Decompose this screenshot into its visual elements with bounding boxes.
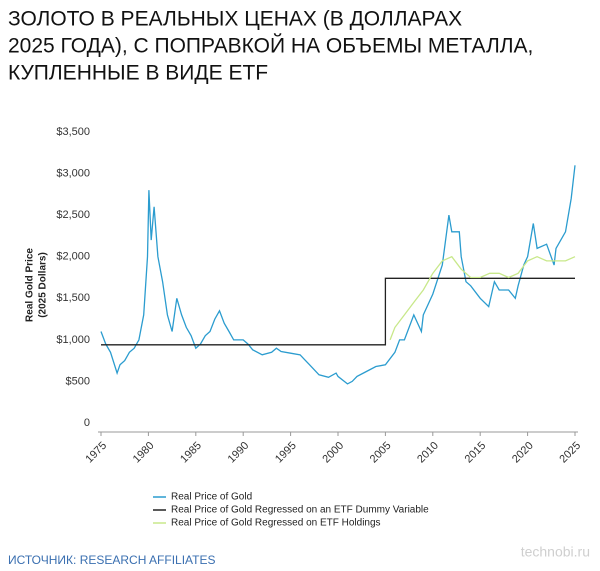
y-tick-label: $3,500 xyxy=(56,126,90,138)
x-tick-label: 2005 xyxy=(368,440,394,466)
y-tick-label: 0 xyxy=(84,417,90,429)
y-axis-label: Real Gold Price xyxy=(25,248,36,322)
y-tick-label: $1,500 xyxy=(56,292,90,304)
x-tick-label: 1980 xyxy=(131,440,157,466)
line xyxy=(389,255,576,341)
y-tick-label: $2,000 xyxy=(56,251,90,263)
line xyxy=(101,277,575,346)
chart-title: КУПЛЕННЫЕ В ВИДЕ ETF xyxy=(8,62,268,85)
source: ИСТОЧНИК: RESEARCH AFFILIATES xyxy=(8,553,216,567)
legend-label: Real Price of Gold Regressed on ETF Hold… xyxy=(171,518,381,529)
x-tick-label: 1990 xyxy=(226,440,252,466)
watermark: technobi.ru xyxy=(521,544,590,560)
x-tick-label: 2010 xyxy=(415,440,441,466)
x-tick-label: 1975 xyxy=(83,440,109,466)
chart-title: ЗОЛОТО В РЕАЛЬНЫХ ЦЕНАХ (В ДОЛЛАРАХ xyxy=(8,8,462,31)
x-tick-label: 2020 xyxy=(510,440,536,466)
y-axis-label: (2025 Dollars) xyxy=(38,252,49,318)
x-tick-label: 1995 xyxy=(273,440,299,466)
legend-label: Real Price of Gold Regressed on an ETF D… xyxy=(171,505,429,516)
chart-title: 2025 ГОДА), С ПОПРАВКОЙ НА ОБЪЕМЫ МЕТАЛЛ… xyxy=(8,34,533,58)
x-tick-label: 2015 xyxy=(463,440,489,466)
y-tick-label: $500 xyxy=(66,375,90,387)
x-tick-label: 1985 xyxy=(178,440,204,466)
x-tick-label: 2000 xyxy=(320,440,346,466)
legend-label: Real Price of Gold xyxy=(171,492,252,503)
x-tick-label: 2025 xyxy=(557,440,583,466)
y-tick-label: $1,000 xyxy=(56,334,90,346)
line xyxy=(100,165,576,385)
y-tick-label: $2,500 xyxy=(56,209,90,221)
y-tick-label: $3,000 xyxy=(56,167,90,179)
